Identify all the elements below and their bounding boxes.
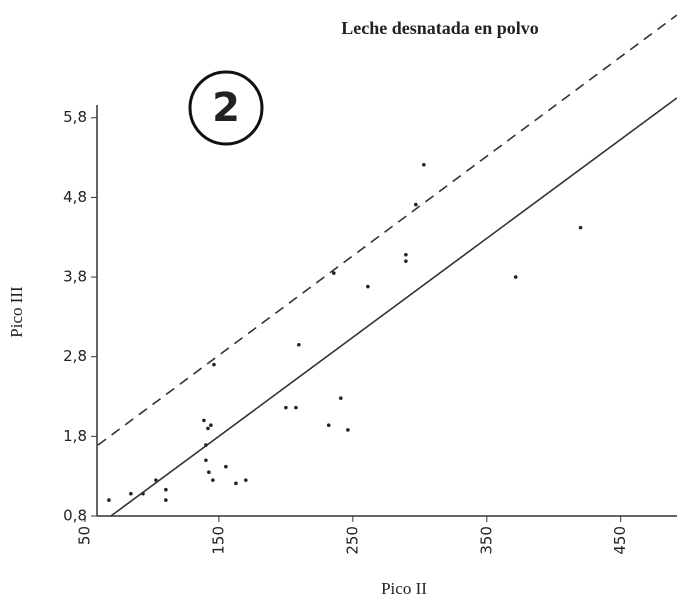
x-tick-label: 450 xyxy=(611,526,629,555)
point xyxy=(422,162,426,167)
point xyxy=(207,470,211,474)
point xyxy=(154,478,158,482)
point xyxy=(346,428,350,432)
y-tick-label: 4,8 xyxy=(63,188,87,206)
point xyxy=(164,487,168,492)
solid-line xyxy=(110,97,677,517)
y-tick-label: 1,8 xyxy=(63,427,87,445)
x-tick-label: 350 xyxy=(477,526,495,555)
point xyxy=(413,202,418,207)
point xyxy=(212,362,216,367)
point xyxy=(326,423,331,427)
x-tick-label: 250 xyxy=(343,526,361,555)
y-tick-label: 5,8 xyxy=(63,108,87,126)
point xyxy=(206,426,210,431)
x-tick-label: 150 xyxy=(209,526,227,555)
point xyxy=(297,342,301,347)
point xyxy=(578,225,583,230)
y-axis-label: Pico III xyxy=(7,286,26,338)
point xyxy=(284,405,288,410)
x-tick-label: 50 xyxy=(75,526,93,545)
y-tick-label: 3,8 xyxy=(63,268,87,286)
point xyxy=(129,491,133,496)
y-tick-label: 0,8 xyxy=(63,507,87,525)
point xyxy=(332,271,336,275)
dashed-line xyxy=(97,14,677,446)
annotation: 2 xyxy=(212,85,240,131)
point xyxy=(294,405,298,410)
point xyxy=(338,396,343,400)
point xyxy=(224,464,228,469)
chart-title: Leche desnatada en polvo xyxy=(341,18,539,38)
y-tick-label: 2,8 xyxy=(63,347,87,365)
point xyxy=(513,275,518,279)
point xyxy=(107,498,111,502)
point xyxy=(366,284,370,289)
point xyxy=(404,252,408,257)
annotation-circle xyxy=(188,70,264,146)
point xyxy=(204,458,208,463)
point xyxy=(234,481,238,486)
point xyxy=(202,418,206,423)
point xyxy=(211,478,215,482)
point xyxy=(164,498,168,502)
point xyxy=(404,259,408,263)
point xyxy=(244,478,248,482)
x-axis-label: Pico II xyxy=(381,579,427,598)
point xyxy=(209,423,213,427)
